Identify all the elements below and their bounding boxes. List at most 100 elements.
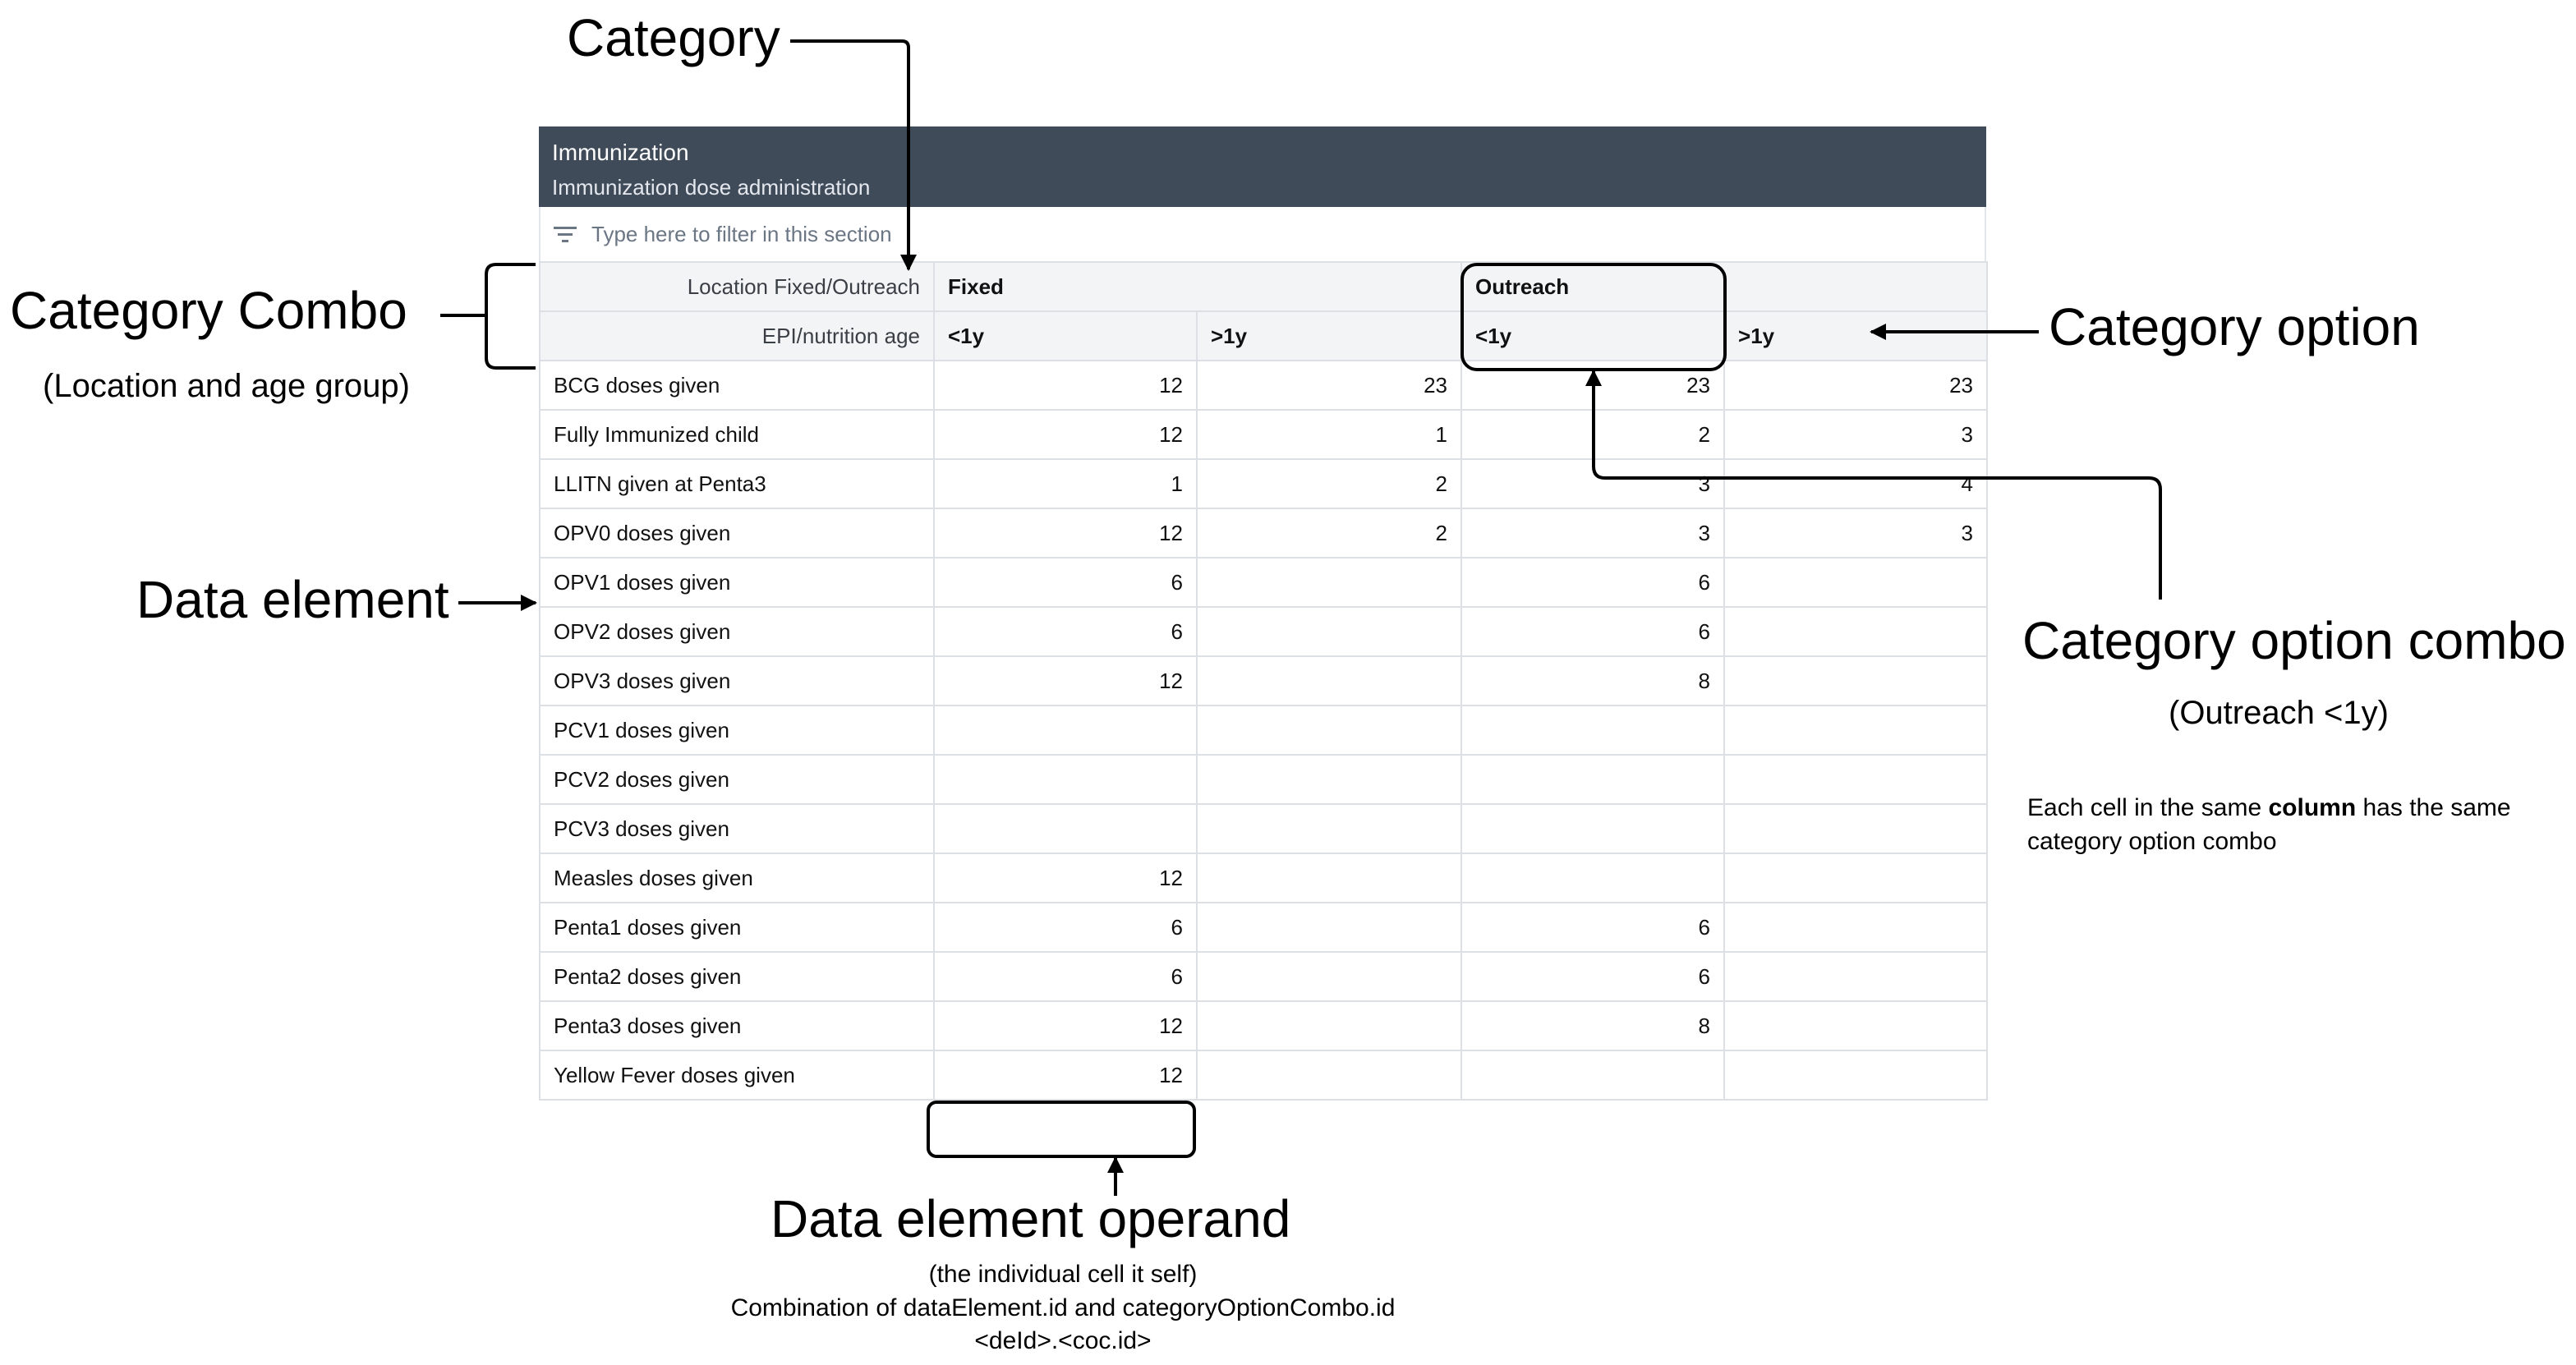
value-cell-outreach-over-1y[interactable]: [1723, 655, 1989, 706]
data-element-name: Yellow Fever doses given: [539, 1050, 935, 1101]
value-cell-outreach-over-1y[interactable]: [1723, 754, 1989, 805]
value-cell-outreach-under-1y[interactable]: [1460, 754, 1726, 805]
value-cell-fixed-over-1y[interactable]: [1195, 902, 1463, 953]
category-option-age-over-1y: >1y: [1723, 310, 1989, 361]
table-row: Fully Immunized child 12 1 2 3: [539, 409, 1989, 460]
annotation-category-option: Category option: [2049, 297, 2420, 356]
value-cell-fixed-over-1y[interactable]: [1195, 705, 1463, 756]
value-cell-outreach-over-1y[interactable]: [1723, 951, 1989, 1002]
value-cell-fixed-under-1y[interactable]: 6: [933, 606, 1198, 657]
value-cell-fixed-over-1y[interactable]: [1195, 754, 1463, 805]
annotation-category-option-combo: Category option combo: [2022, 611, 2566, 670]
value-cell-fixed-over-1y[interactable]: [1195, 1000, 1463, 1051]
category-combo-bracket: [485, 263, 536, 370]
value-cell-outreach-over-1y[interactable]: 23: [1723, 360, 1989, 411]
value-cell-fixed-over-1y[interactable]: 1: [1195, 409, 1463, 460]
value-cell-fixed-under-1y[interactable]: [933, 705, 1198, 756]
value-cell-fixed-under-1y[interactable]: 12: [933, 360, 1198, 411]
table-row: Penta2 doses given 6 6: [539, 951, 1989, 1002]
column-note-text-end: has the same: [2356, 794, 2511, 821]
filter-icon: [554, 227, 577, 242]
category-header-row-age: EPI/nutrition age <1y >1y <1y >1y: [539, 310, 1989, 361]
category-option-combo-arrow: [1585, 370, 2162, 600]
value-cell-fixed-under-1y[interactable]: 12: [933, 1050, 1198, 1101]
value-cell-outreach-under-1y[interactable]: [1460, 1050, 1726, 1101]
value-cell-fixed-under-1y[interactable]: 6: [933, 902, 1198, 953]
value-cell-outreach-under-1y[interactable]: 6: [1460, 557, 1726, 608]
annotation-category: Category: [567, 8, 780, 67]
operand-detail-line1: (the individual cell it self): [928, 1261, 1198, 1288]
value-cell-outreach-over-1y[interactable]: [1723, 803, 1989, 854]
value-cell-outreach-over-1y[interactable]: [1723, 557, 1989, 608]
column-note-line2: category option combo: [2027, 827, 2277, 855]
data-element-name: PCV3 doses given: [539, 803, 935, 854]
value-cell-outreach-over-1y[interactable]: [1723, 902, 1989, 953]
value-cell-fixed-over-1y[interactable]: 2: [1195, 508, 1463, 558]
value-cell-outreach-under-1y[interactable]: 8: [1460, 655, 1726, 706]
operand-detail-line2: Combination of dataElement.id and catego…: [730, 1294, 1396, 1321]
value-cell-outreach-under-1y[interactable]: [1460, 803, 1726, 854]
table-row: OPV0 doses given 12 2 3 3: [539, 508, 1989, 558]
section-filter: [539, 207, 1986, 261]
value-cell-outreach-under-1y[interactable]: 8: [1460, 1000, 1726, 1051]
value-cell-fixed-under-1y[interactable]: 12: [933, 853, 1198, 903]
value-cell-fixed-under-1y[interactable]: 12: [933, 409, 1198, 460]
value-cell-outreach-over-1y[interactable]: 3: [1723, 409, 1989, 460]
data-entry-table: Location Fixed/Outreach Fixed Outreach E…: [539, 261, 1989, 1101]
value-cell-fixed-over-1y[interactable]: 2: [1195, 458, 1463, 509]
value-cell-fixed-over-1y[interactable]: [1195, 803, 1463, 854]
value-cell-fixed-under-1y[interactable]: 12: [933, 508, 1198, 558]
table-row: OPV1 doses given 6 6: [539, 557, 1989, 608]
table-row: OPV3 doses given 12 8: [539, 655, 1989, 706]
value-cell-fixed-under-1y[interactable]: [933, 754, 1198, 805]
data-element-name: OPV2 doses given: [539, 606, 935, 657]
category-arrow: [790, 39, 917, 271]
value-cell-outreach-under-1y[interactable]: [1460, 705, 1726, 756]
category-label-location: Location Fixed/Outreach: [539, 261, 935, 312]
value-cell-fixed-over-1y[interactable]: [1195, 655, 1463, 706]
data-element-name: LLITN given at Penta3: [539, 458, 935, 509]
value-cell-fixed-under-1y[interactable]: 12: [933, 655, 1198, 706]
value-cell-fixed-under-1y[interactable]: 6: [933, 951, 1198, 1002]
value-cell-outreach-under-1y[interactable]: 6: [1460, 951, 1726, 1002]
value-cell-outreach-under-1y[interactable]: [1460, 853, 1726, 903]
value-cell-fixed-under-1y[interactable]: 1: [933, 458, 1198, 509]
section-description: Immunization dose administration: [552, 175, 871, 200]
value-cell-outreach-under-1y[interactable]: 6: [1460, 902, 1726, 953]
value-cell-outreach-under-1y[interactable]: 6: [1460, 606, 1726, 657]
category-option-age-under-1y: <1y: [1460, 310, 1726, 361]
value-cell-fixed-under-1y[interactable]: 12: [933, 1000, 1198, 1051]
annotation-category-combo: Category Combo: [10, 281, 407, 340]
category-option-fixed: Fixed: [932, 261, 1463, 312]
value-cell-outreach-over-1y[interactable]: [1723, 1050, 1989, 1101]
table-row: OPV2 doses given 6 6: [539, 606, 1989, 657]
value-cell-fixed-over-1y[interactable]: [1195, 1050, 1463, 1101]
value-cell-outreach-over-1y[interactable]: 3: [1723, 508, 1989, 558]
data-element-name: PCV2 doses given: [539, 754, 935, 805]
value-cell-fixed-under-1y[interactable]: 6: [933, 557, 1198, 608]
data-entry-section: Immunization Immunization dose administr…: [539, 126, 1989, 1101]
value-cell-fixed-under-1y[interactable]: [933, 803, 1198, 854]
value-cell-fixed-over-1y[interactable]: [1195, 557, 1463, 608]
value-cell-fixed-over-1y[interactable]: [1195, 951, 1463, 1002]
value-cell-outreach-over-1y[interactable]: [1723, 853, 1989, 903]
value-cell-fixed-over-1y[interactable]: 23: [1195, 360, 1463, 411]
filter-input[interactable]: [591, 221, 1331, 247]
annotation-category-combo-subtitle: (Location and age group): [43, 368, 410, 404]
value-cell-fixed-over-1y[interactable]: [1195, 606, 1463, 657]
value-cell-outreach-over-1y[interactable]: [1723, 705, 1989, 756]
table-row: PCV3 doses given: [539, 803, 1989, 854]
value-cell-outreach-over-1y[interactable]: [1723, 606, 1989, 657]
annotation-category-option-combo-subtitle: (Outreach <1y): [2169, 695, 2389, 731]
value-cell-fixed-over-1y[interactable]: [1195, 853, 1463, 903]
data-element-name: Penta2 doses given: [539, 951, 935, 1002]
data-element-name: OPV0 doses given: [539, 508, 935, 558]
operand-cell-highlight: [927, 1101, 1196, 1158]
table-row: PCV1 doses given: [539, 705, 1989, 756]
operand-detail-line3: <deId>.<coc.id>: [974, 1327, 1152, 1354]
value-cell-outreach-over-1y[interactable]: [1723, 1000, 1989, 1051]
annotation-data-element-operand: Data element operand: [770, 1189, 1291, 1248]
value-cell-outreach-under-1y[interactable]: 3: [1460, 508, 1726, 558]
category-option-age-under-1y: <1y: [933, 310, 1198, 361]
